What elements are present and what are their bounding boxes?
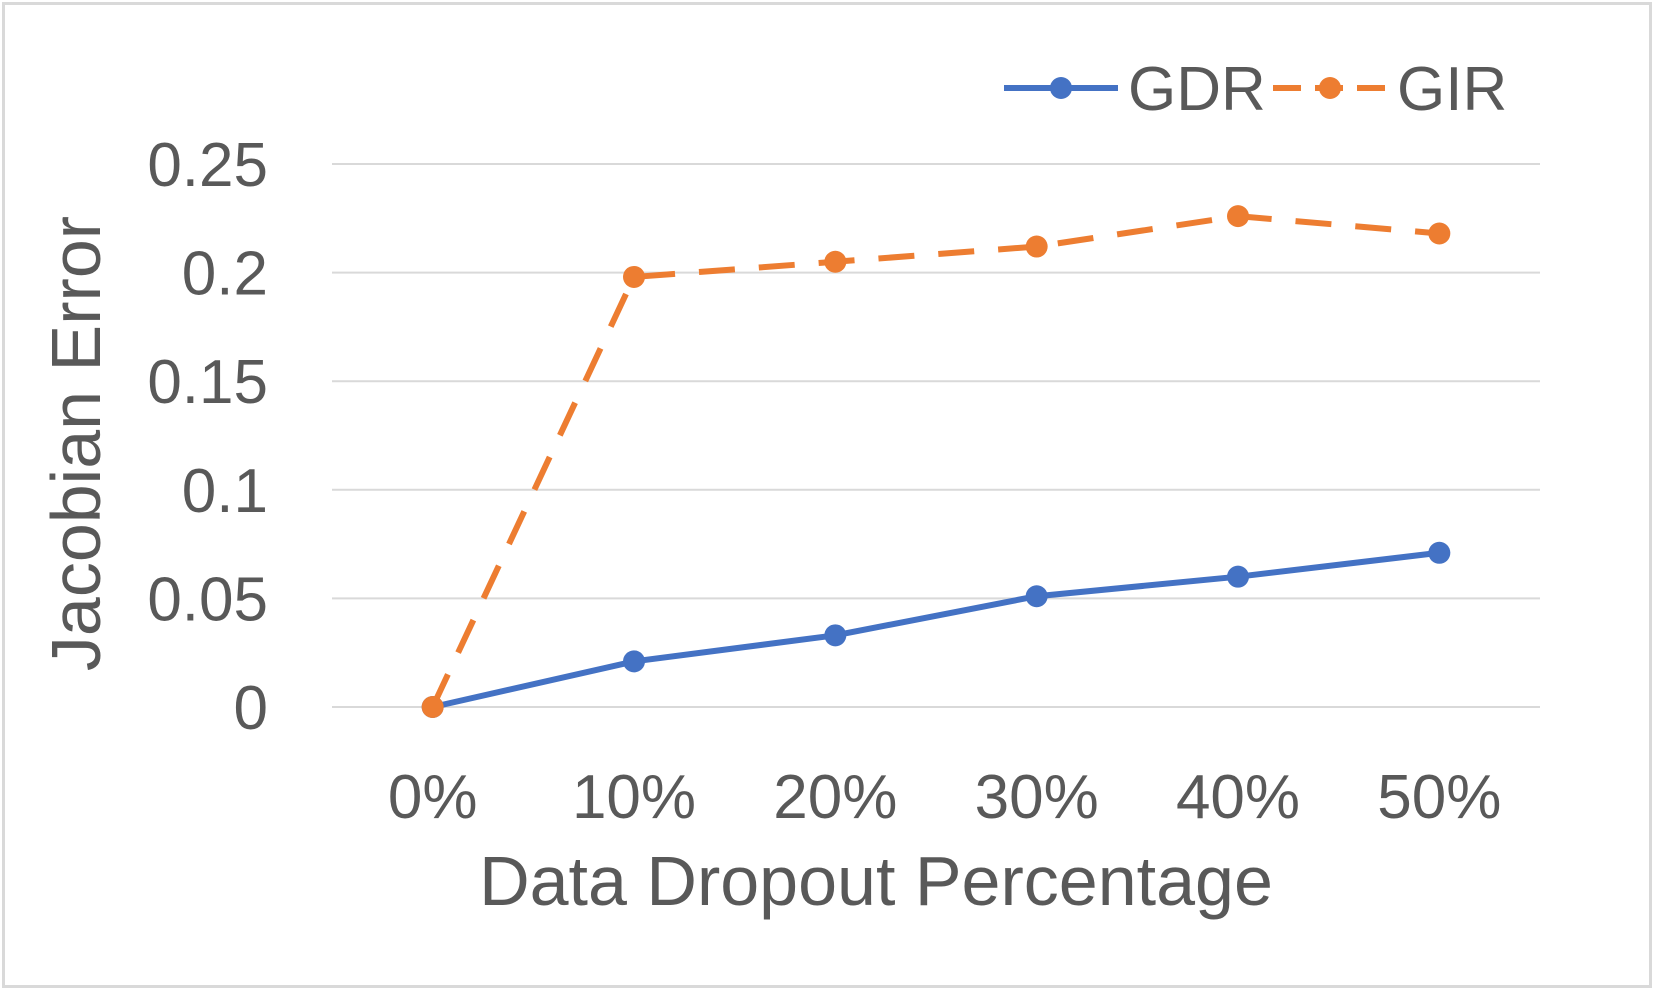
legend: GDR GIR [1004, 55, 1507, 124]
legend-label-gir: GIR [1397, 55, 1507, 124]
data-point-gdr [824, 624, 847, 647]
x-tick-label: 20% [773, 763, 897, 832]
x-axis-ticks: 0% 10% 20% 30% 40% 50% [388, 763, 1502, 832]
gridlines [332, 163, 1540, 708]
y-axis-title: Jacobian Error [37, 216, 115, 671]
legend-item-gdr: GDR [1004, 55, 1266, 124]
data-point-gdr [1025, 585, 1048, 608]
y-tick-label: 0.1 [182, 457, 268, 526]
data-point-gdr [1428, 541, 1451, 564]
series-group [421, 205, 1451, 718]
data-point-gir [1227, 205, 1249, 228]
x-tick-label: 0% [388, 763, 478, 832]
data-point-gdr [623, 650, 645, 673]
data-point-gir [623, 265, 645, 288]
data-point-gir [824, 250, 847, 273]
series-gdr [421, 541, 1451, 718]
x-axis-title: Data Dropout Percentage [479, 842, 1273, 920]
y-tick-label: 0.25 [147, 131, 268, 200]
legend-marker-gir [1319, 77, 1341, 99]
series-line-gir [429, 213, 1440, 709]
chart-frame [2, 2, 1652, 988]
legend-marker-gdr [1050, 77, 1072, 99]
y-tick-label: 0.05 [147, 565, 268, 634]
legend-item-gir: GIR [1273, 55, 1507, 124]
data-point-gir [421, 696, 444, 718]
x-tick-label: 40% [1176, 763, 1300, 832]
y-axis-ticks: 0 0.05 0.1 0.15 0.2 0.25 [147, 131, 268, 743]
data-point-gdr [1227, 565, 1249, 588]
x-tick-label: 10% [572, 763, 696, 832]
y-tick-label: 0.15 [147, 348, 268, 417]
y-tick-label: 0.2 [182, 240, 268, 309]
series-line-gdr [432, 549, 1440, 710]
legend-label-gdr: GDR [1128, 55, 1266, 124]
series-gir [421, 205, 1451, 718]
data-point-gir [1428, 222, 1451, 245]
x-tick-label: 50% [1377, 763, 1501, 832]
data-point-gir [1025, 235, 1048, 258]
y-tick-label: 0 [234, 674, 268, 743]
x-tick-label: 30% [975, 763, 1099, 832]
